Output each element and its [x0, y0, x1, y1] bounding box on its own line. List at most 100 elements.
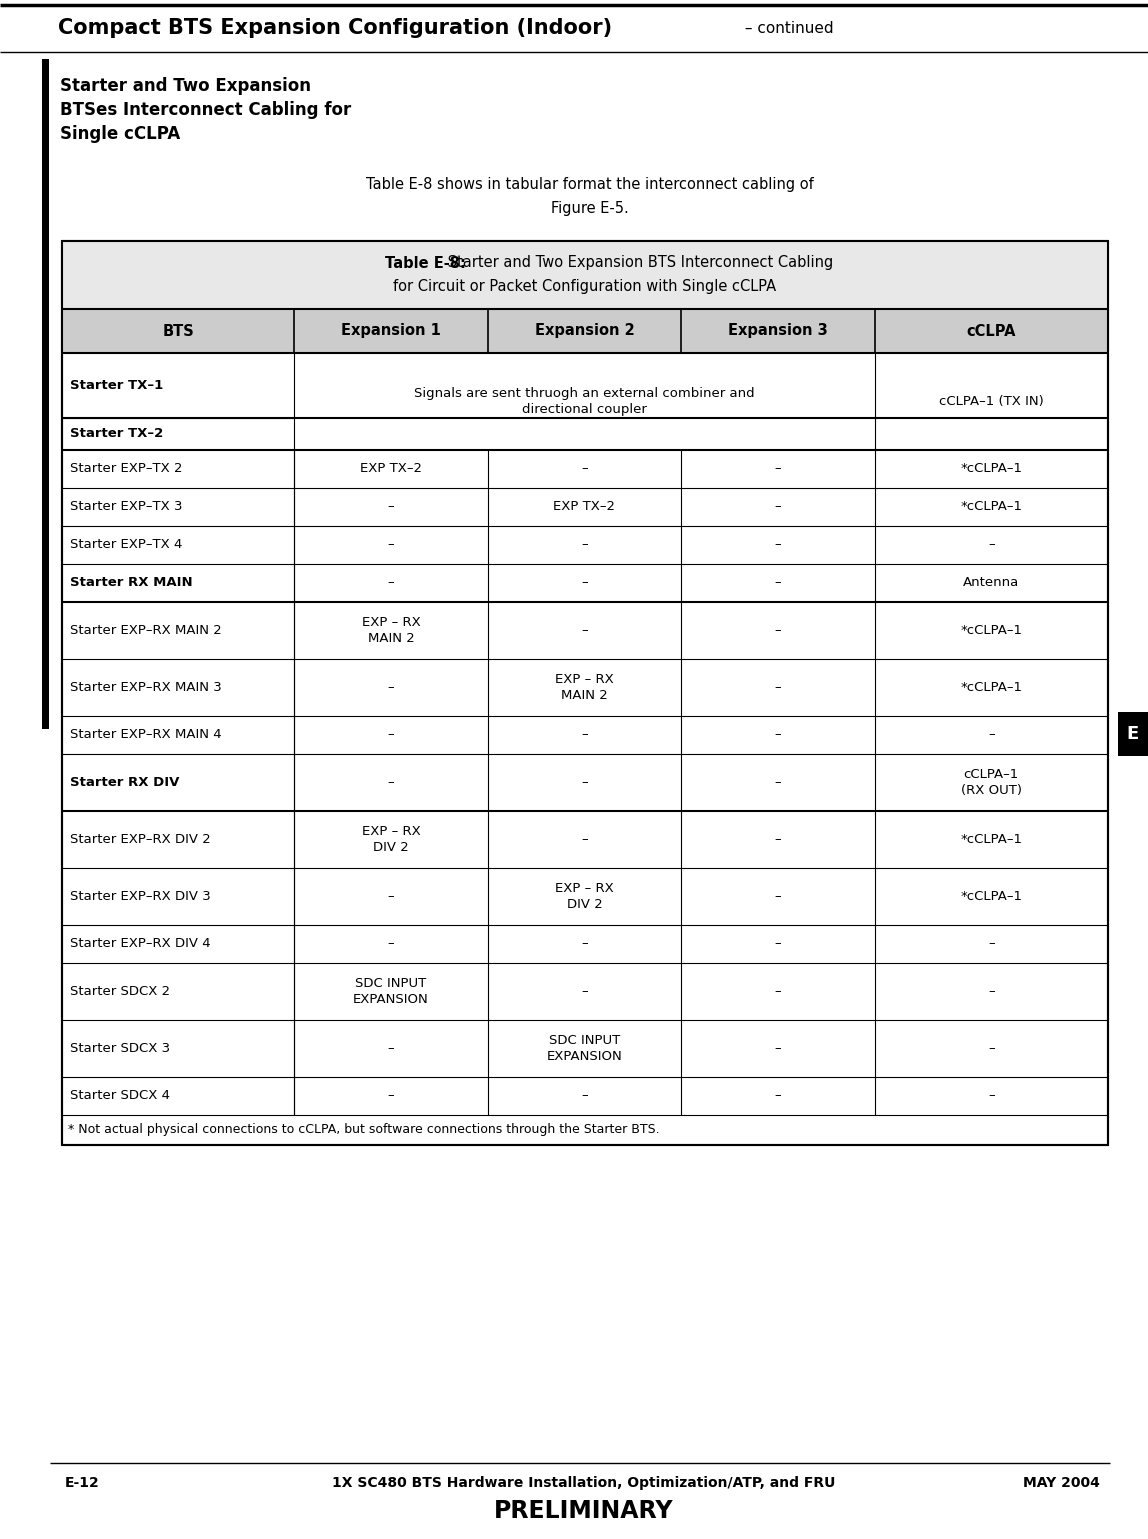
- Text: EXP – RX
DIV 2: EXP – RX DIV 2: [362, 825, 420, 854]
- Text: –: –: [581, 462, 588, 476]
- Text: SDC INPUT
EXPANSION: SDC INPUT EXPANSION: [354, 977, 429, 1007]
- Text: EXP – RX
MAIN 2: EXP – RX MAIN 2: [362, 616, 420, 645]
- Text: * Not actual physical connections to cCLPA, but software connections through the: * Not actual physical connections to cCL…: [68, 1123, 660, 1136]
- Text: –: –: [581, 1090, 588, 1102]
- Text: Starter and Two Expansion: Starter and Two Expansion: [60, 77, 311, 95]
- Text: *cCLPA–1: *cCLPA–1: [961, 680, 1023, 694]
- Text: Starter EXP–RX DIV 3: Starter EXP–RX DIV 3: [70, 890, 211, 903]
- Text: –: –: [775, 728, 782, 742]
- Text: –: –: [388, 937, 394, 951]
- Text: Starter EXP–TX 2: Starter EXP–TX 2: [70, 462, 183, 476]
- Text: cCLPA–1 (TX IN): cCLPA–1 (TX IN): [939, 396, 1044, 408]
- Bar: [62, 242, 1108, 1145]
- Text: Starter and Two Expansion BTS Interconnect Cabling: Starter and Two Expansion BTS Interconne…: [443, 255, 833, 271]
- Text: Compact BTS Expansion Configuration (Indoor): Compact BTS Expansion Configuration (Ind…: [59, 18, 612, 38]
- Bar: [63, 242, 1107, 309]
- Text: –: –: [388, 577, 394, 589]
- Text: –: –: [581, 577, 588, 589]
- Text: Antenna: Antenna: [963, 577, 1019, 589]
- Text: –: –: [581, 728, 588, 742]
- Text: –: –: [581, 985, 588, 997]
- Text: Starter EXP–RX MAIN 2: Starter EXP–RX MAIN 2: [70, 623, 222, 637]
- Text: MAY 2004: MAY 2004: [1023, 1476, 1100, 1490]
- Text: for Circuit or Packet Configuration with Single cCLPA: for Circuit or Packet Configuration with…: [394, 280, 776, 294]
- Text: –: –: [581, 623, 588, 637]
- Text: Table E-8:: Table E-8:: [385, 255, 466, 271]
- Text: E-12: E-12: [65, 1476, 100, 1490]
- Text: Starter TX–2: Starter TX–2: [70, 428, 163, 440]
- Text: Starter SDCX 3: Starter SDCX 3: [70, 1042, 170, 1054]
- Text: –: –: [581, 539, 588, 551]
- Text: –: –: [775, 462, 782, 476]
- Text: Expansion 1: Expansion 1: [341, 323, 441, 339]
- Text: –: –: [388, 728, 394, 742]
- Bar: [1118, 713, 1148, 756]
- Text: EXP – RX
MAIN 2: EXP – RX MAIN 2: [556, 673, 614, 702]
- Text: Starter EXP–RX MAIN 4: Starter EXP–RX MAIN 4: [70, 728, 222, 742]
- Bar: [63, 309, 1107, 352]
- Text: –: –: [775, 577, 782, 589]
- Text: *cCLPA–1: *cCLPA–1: [961, 890, 1023, 903]
- Text: –: –: [775, 1090, 782, 1102]
- Text: Single cCLPA: Single cCLPA: [60, 125, 180, 143]
- Text: –: –: [988, 985, 994, 997]
- Text: Starter SDCX 4: Starter SDCX 4: [70, 1090, 170, 1102]
- Text: –: –: [775, 890, 782, 903]
- Text: 1X SC480 BTS Hardware Installation, Optimization/ATP, and FRU: 1X SC480 BTS Hardware Installation, Opti…: [332, 1476, 836, 1490]
- Text: Figure E-5.: Figure E-5.: [551, 202, 629, 217]
- Text: –: –: [988, 728, 994, 742]
- Text: Starter EXP–RX DIV 2: Starter EXP–RX DIV 2: [70, 833, 211, 846]
- Text: Starter EXP–RX MAIN 3: Starter EXP–RX MAIN 3: [70, 680, 222, 694]
- Text: –: –: [775, 539, 782, 551]
- Text: –: –: [581, 833, 588, 846]
- Text: Signals are sent thruogh an external combiner and
directional coupler: Signals are sent thruogh an external com…: [414, 386, 754, 416]
- Text: –: –: [388, 1042, 394, 1054]
- Text: –: –: [775, 680, 782, 694]
- Text: Starter EXP–TX 3: Starter EXP–TX 3: [70, 500, 183, 514]
- Text: –: –: [988, 539, 994, 551]
- Text: SDC INPUT
EXPANSION: SDC INPUT EXPANSION: [546, 1034, 622, 1063]
- Text: –: –: [388, 500, 394, 514]
- Text: Starter RX MAIN: Starter RX MAIN: [70, 577, 193, 589]
- Bar: [42, 58, 49, 729]
- Text: *cCLPA–1: *cCLPA–1: [961, 500, 1023, 514]
- Text: BTSes Interconnect Cabling for: BTSes Interconnect Cabling for: [60, 102, 351, 119]
- Text: –: –: [581, 937, 588, 951]
- Text: PRELIMINARY: PRELIMINARY: [494, 1499, 674, 1524]
- Text: Expansion 3: Expansion 3: [728, 323, 828, 339]
- Text: –: –: [388, 776, 394, 790]
- Text: EXP – RX
DIV 2: EXP – RX DIV 2: [556, 882, 614, 911]
- Text: –: –: [988, 1042, 994, 1054]
- Text: –: –: [388, 680, 394, 694]
- Text: Starter EXP–TX 4: Starter EXP–TX 4: [70, 539, 183, 551]
- Text: *cCLPA–1: *cCLPA–1: [961, 623, 1023, 637]
- Text: –: –: [388, 1090, 394, 1102]
- Text: *cCLPA–1: *cCLPA–1: [961, 833, 1023, 846]
- Text: *cCLPA–1: *cCLPA–1: [961, 462, 1023, 476]
- Text: BTS: BTS: [162, 323, 194, 339]
- Text: EXP TX–2: EXP TX–2: [553, 500, 615, 514]
- Text: cCLPA: cCLPA: [967, 323, 1016, 339]
- Text: –: –: [775, 623, 782, 637]
- Text: –: –: [388, 890, 394, 903]
- Text: – continued: – continued: [740, 22, 833, 35]
- Text: Starter TX–1: Starter TX–1: [70, 379, 163, 392]
- Text: Table E-8 shows in tabular format the interconnect cabling of: Table E-8 shows in tabular format the in…: [366, 177, 814, 191]
- Text: cCLPA–1
(RX OUT): cCLPA–1 (RX OUT): [961, 768, 1022, 797]
- Text: EXP TX–2: EXP TX–2: [360, 462, 422, 476]
- Text: –: –: [775, 776, 782, 790]
- Text: Starter EXP–RX DIV 4: Starter EXP–RX DIV 4: [70, 937, 210, 951]
- Text: –: –: [775, 500, 782, 514]
- Text: –: –: [988, 1090, 994, 1102]
- Text: –: –: [775, 937, 782, 951]
- Text: –: –: [581, 776, 588, 790]
- Text: –: –: [775, 1042, 782, 1054]
- Text: –: –: [988, 937, 994, 951]
- Text: –: –: [775, 985, 782, 997]
- Text: –: –: [775, 833, 782, 846]
- Text: Starter SDCX 2: Starter SDCX 2: [70, 985, 170, 997]
- Text: Starter RX DIV: Starter RX DIV: [70, 776, 179, 790]
- Text: Expansion 2: Expansion 2: [535, 323, 635, 339]
- Text: E: E: [1127, 725, 1139, 743]
- Text: –: –: [388, 539, 394, 551]
